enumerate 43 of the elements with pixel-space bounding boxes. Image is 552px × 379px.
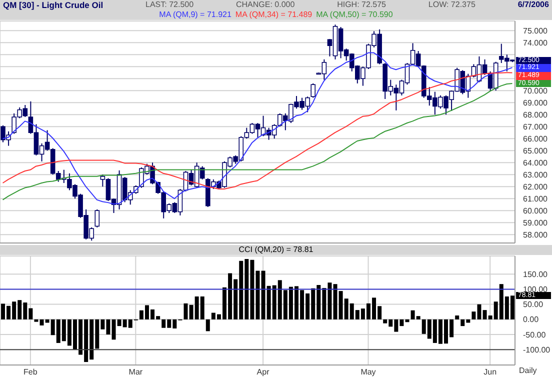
y-tick-label: 64.000 [523, 158, 548, 168]
y-tick-label: 59.000 [523, 218, 548, 228]
y-tick-label: 0.00 [523, 315, 540, 324]
y-tick-label: 63.000 [523, 170, 548, 180]
y-tick-label: 67.000 [523, 122, 548, 132]
text: Daily [519, 366, 537, 375]
y-tick-label: 70.000 [523, 86, 548, 96]
x-tick-label: Jun [484, 368, 497, 377]
x-tick-label: Mar [128, 368, 143, 377]
x-tick-label: May [360, 368, 376, 377]
y-tick-label: 66.000 [523, 134, 548, 144]
chart-title: QM [30] - Light Crude Oil [3, 0, 104, 10]
y-tick-label: 60.000 [523, 206, 548, 216]
y-tick-label: -100.00 [523, 345, 551, 354]
line-series [2, 83, 513, 200]
y-tick-label: -50.00 [523, 330, 546, 340]
y-tick-label: 68.000 [523, 110, 548, 120]
x-tick-label: Apr [256, 368, 270, 377]
y-tick-label: 50.00 [523, 300, 544, 310]
y-tick-label: 62.000 [523, 182, 548, 192]
candlestick [310, 82, 316, 98]
y-tick-label: 150.00 [523, 270, 548, 279]
y-tick-label: 69.000 [523, 98, 548, 108]
text: CHANGE: 0.000 [236, 0, 295, 10]
y-tick-label: 74.000 [523, 38, 548, 48]
text: MA (QM,34) = 71.489 [235, 10, 312, 20]
y-tick-label: 75.000 [523, 26, 548, 36]
x-tick-label: Feb [24, 368, 38, 377]
y-tick-label: 65.000 [523, 146, 548, 156]
y-tick-label: 58.000 [523, 230, 548, 240]
text: MA (QM,9) = 71.921 [159, 10, 232, 20]
bar [455, 315, 460, 320]
text: LOW: 72.375 [428, 0, 476, 10]
text: HIGH: 72.575 [337, 0, 386, 10]
y-tick-label: 61.000 [523, 194, 548, 204]
bar [206, 319, 210, 332]
text: 6/7/2006 [518, 0, 549, 10]
chart-title: CCI (QM,20) = 78.81 [238, 245, 314, 255]
text: MA (QM,50) = 70.590 [316, 10, 393, 20]
text: LAST: 72.500 [146, 0, 194, 10]
bar [184, 303, 188, 320]
candlestick [94, 208, 100, 228]
bar [34, 319, 38, 322]
